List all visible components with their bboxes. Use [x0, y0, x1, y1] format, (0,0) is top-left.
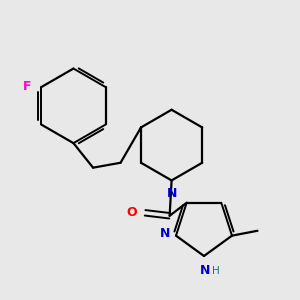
Text: N: N [160, 227, 170, 240]
Text: N: N [200, 264, 210, 277]
Text: F: F [23, 80, 31, 93]
Text: N: N [167, 187, 177, 200]
Text: H: H [212, 266, 220, 276]
Text: O: O [127, 206, 137, 219]
